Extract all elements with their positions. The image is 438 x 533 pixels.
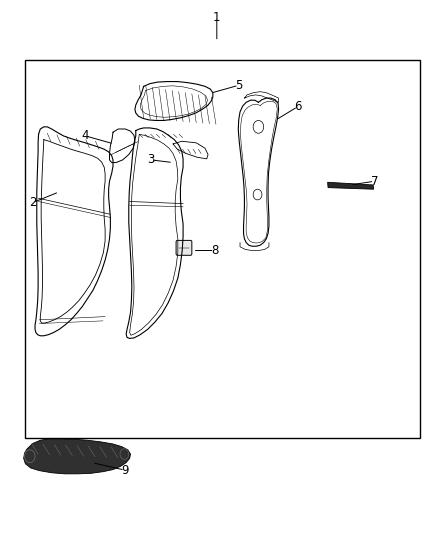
Text: 5: 5: [235, 79, 242, 92]
Text: 4: 4: [81, 130, 89, 142]
Polygon shape: [328, 182, 374, 189]
Text: 7: 7: [371, 175, 378, 188]
FancyBboxPatch shape: [176, 240, 192, 255]
Text: 9: 9: [121, 464, 129, 477]
Text: 8: 8: [211, 244, 218, 257]
Polygon shape: [24, 439, 131, 474]
Text: 1: 1: [213, 11, 221, 23]
Text: 6: 6: [294, 100, 302, 113]
Text: 2: 2: [29, 196, 37, 209]
Bar: [25, 60, 420, 438]
Text: 3: 3: [148, 154, 155, 166]
